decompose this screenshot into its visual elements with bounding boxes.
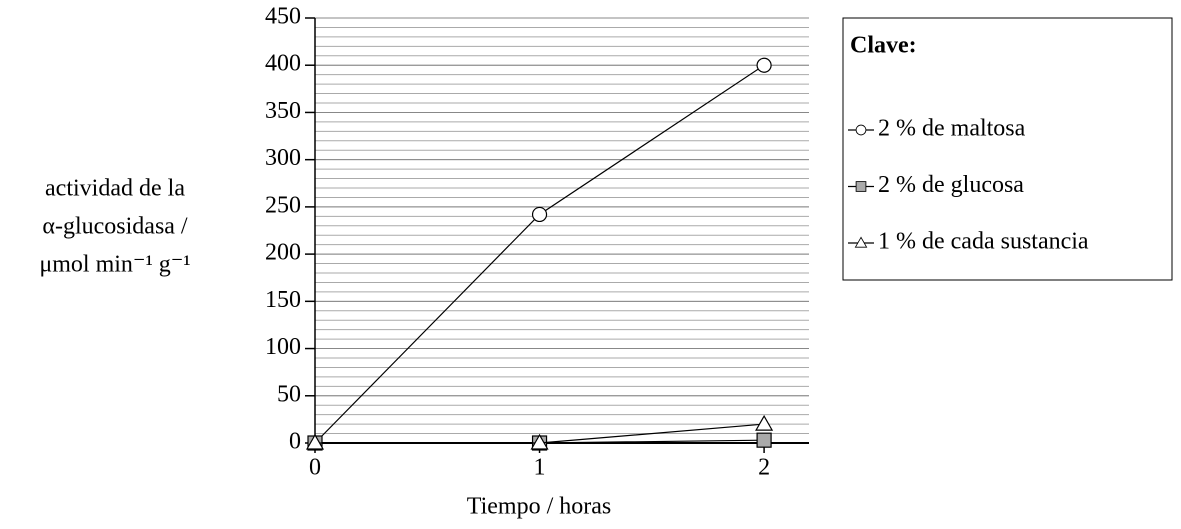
y-tick-label: 150 <box>265 287 301 313</box>
x-tick-label: 2 <box>758 455 770 481</box>
y-axis-label: actividad de la <box>45 176 185 202</box>
marker <box>854 236 868 248</box>
y-tick-label: 200 <box>265 240 301 266</box>
x-tick-label: 0 <box>309 455 321 481</box>
x-tick-label: 1 <box>534 455 546 481</box>
y-tick-label: 300 <box>265 145 301 171</box>
marker <box>756 57 772 73</box>
y-tick-label: 50 <box>277 381 301 407</box>
marker <box>531 206 548 223</box>
marker <box>855 124 867 136</box>
y-tick-label: 0 <box>289 429 301 455</box>
y-tick-label: 350 <box>265 98 301 124</box>
marker <box>530 433 549 450</box>
y-tick-label: 250 <box>265 192 301 218</box>
marker <box>855 181 867 192</box>
x-axis-label: Tiempo / horas <box>467 494 611 520</box>
y-tick-label: 450 <box>265 4 301 30</box>
marker <box>305 433 325 450</box>
marker <box>756 432 772 448</box>
y-tick-label: 100 <box>265 334 301 360</box>
y-tick-label: 400 <box>265 51 301 77</box>
legend-label: 2 % de maltosa <box>878 116 1026 142</box>
legend-title: Clave: <box>850 33 917 59</box>
marker <box>755 414 774 431</box>
legend-label: 2 % de glucosa <box>878 172 1024 198</box>
legend-label: 1 % de cada sustancia <box>878 229 1089 255</box>
legend-box <box>842 17 1173 281</box>
y-axis-label: α-glucosidasa / <box>42 214 188 240</box>
y-axis-label: μmol min⁻¹ g⁻¹ <box>39 252 190 278</box>
